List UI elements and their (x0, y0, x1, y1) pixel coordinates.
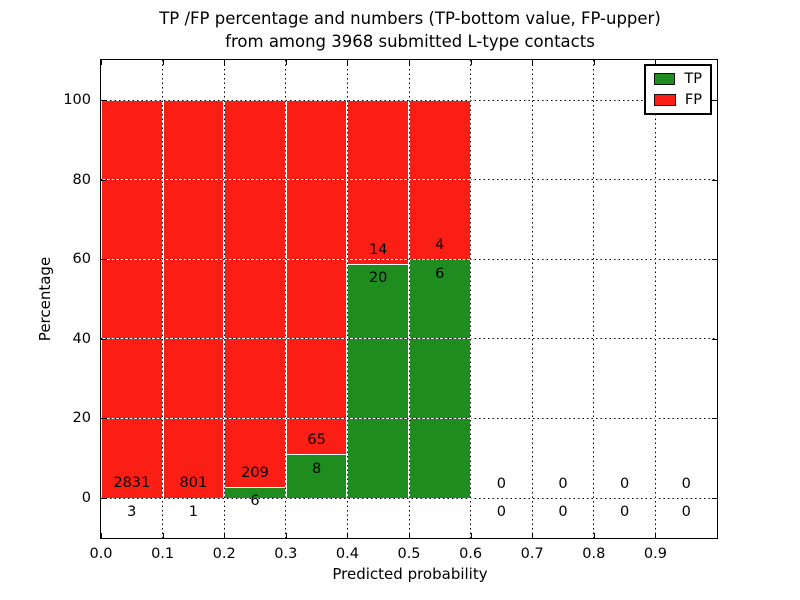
fp-count-label-9: 0 (681, 475, 691, 492)
tp-count-label-5: 6 (435, 265, 445, 282)
x-axis-label: Predicted probability (332, 565, 488, 583)
fp-count-label-7: 0 (558, 475, 568, 492)
x-tick-mark-top (224, 60, 226, 65)
gridline-x-0.3 (285, 60, 287, 538)
tp-count-label-0: 3 (127, 503, 137, 520)
gridline-x-0.2 (223, 60, 225, 538)
fp-count-label-6: 0 (496, 475, 507, 492)
tp-count-label-4: 20 (368, 270, 388, 287)
fp-count-label-0: 2831 (113, 475, 151, 492)
gridline-x-0.5 (408, 60, 410, 538)
tp-legend-swatch (654, 73, 676, 85)
y-axis-label: Percentage (36, 256, 54, 342)
x-tick-mark-top (532, 60, 534, 65)
tp-count-label-2: 6 (250, 493, 260, 510)
fp-bar-segment-3 (285, 100, 348, 455)
y-tick-mark-right (712, 498, 717, 499)
x-tick-mark-bottom (655, 533, 657, 538)
gridline-x-0.8 (593, 60, 595, 538)
x-tick-mark-top (101, 60, 102, 65)
y-tick-mark-left (101, 418, 106, 420)
x-tick-mark-bottom (409, 533, 410, 538)
x-tick-mark-top (593, 60, 595, 65)
y-tick-mark-left (101, 338, 106, 340)
y-tick-mark-right (712, 259, 717, 261)
x-tick-mark-bottom (470, 533, 472, 538)
fp-count-label-4: 14 (368, 241, 388, 258)
plot-area: TP FP 2831 3 801 1 209 6 65 8 14 20 4 6 0 0 0 0 0 0 0 0 0.0 0… (63, 59, 718, 562)
fp-legend-label: FP (684, 92, 702, 108)
legend: TP FP (644, 64, 712, 115)
fp-legend-swatch (654, 94, 676, 106)
fp-count-label-2: 209 (241, 464, 269, 481)
tp-count-label-9: 0 (681, 504, 691, 521)
y-tick-label: 0 (81, 490, 91, 506)
fp-bar-segment-4 (347, 100, 409, 264)
fp-count-label-1: 801 (179, 475, 208, 492)
x-tick-mark-top (285, 60, 287, 65)
fp-bar-segment-0 (101, 100, 163, 498)
y-tick-mark-right (712, 338, 717, 340)
legend-item-tp: TP (654, 72, 702, 86)
x-tick-label: 0.2 (212, 546, 236, 562)
x-tick-label: 0.8 (582, 546, 606, 562)
x-tick-mark-bottom (224, 533, 226, 538)
chart-title: TP /FP percentage and numbers (TP-bottom… (102, 7, 718, 53)
tp-bar-segment-4 (347, 263, 409, 498)
fp-bar-segment-2 (224, 100, 286, 487)
fp-bar-segment-1 (162, 100, 225, 498)
x-tick-mark-top (655, 60, 657, 65)
y-tick-mark-left (101, 100, 106, 101)
tp-legend-label: TP (684, 71, 702, 87)
x-tick-mark-bottom (101, 533, 102, 538)
tp-count-label-3: 8 (311, 460, 322, 477)
y-tick-label: 60 (72, 251, 91, 268)
y-tick-mark-right (712, 418, 717, 420)
gridline-x-0.4 (346, 60, 348, 538)
x-tick-mark-bottom (162, 533, 164, 538)
y-tick-label: 20 (72, 410, 91, 427)
x-tick-label: 0.7 (520, 546, 544, 562)
x-tick-label: 0.5 (397, 546, 421, 562)
tp-count-label-6: 0 (496, 504, 507, 521)
y-tick-mark-left (101, 259, 106, 261)
y-tick-label: 80 (72, 171, 91, 188)
y-tick-mark-right (712, 100, 717, 101)
tp-count-label-7: 0 (558, 504, 568, 521)
y-tick-mark-left (101, 179, 106, 181)
x-tick-mark-bottom (593, 533, 595, 538)
x-tick-mark-top (347, 60, 349, 65)
y-tick-label: 40 (72, 330, 91, 347)
tp-count-label-1: 1 (188, 503, 199, 520)
x-tick-label: 0.6 (459, 546, 483, 562)
fp-count-label-3: 65 (307, 432, 326, 449)
y-tick-label: 100 (63, 92, 91, 108)
gridline-x-0.7 (531, 60, 533, 538)
gridline-x-0.6 (470, 60, 472, 538)
x-tick-label: 0.1 (151, 546, 175, 562)
x-tick-label: 0.4 (335, 546, 359, 562)
x-tick-mark-top (470, 60, 472, 65)
x-tick-label: 0.0 (89, 546, 113, 562)
fp-count-label-8: 0 (619, 475, 630, 492)
y-tick-mark-right (712, 179, 717, 181)
x-tick-mark-bottom (347, 533, 349, 538)
fp-count-label-5: 4 (435, 236, 445, 253)
chart-title-line2: from among 3968 submitted L-type contact… (225, 32, 595, 51)
x-tick-mark-bottom (532, 533, 534, 538)
x-tick-mark-top (162, 60, 164, 65)
tp-count-label-8: 0 (619, 504, 630, 521)
y-tick-mark-left (101, 498, 106, 499)
legend-item-fp: FP (654, 93, 702, 107)
x-tick-label: 0.9 (643, 546, 667, 562)
gridline-x-0.1 (162, 60, 164, 538)
gridline-x-0.9 (654, 60, 656, 538)
x-tick-label: 0.3 (274, 546, 298, 562)
x-tick-mark-bottom (285, 533, 287, 538)
tp-bar-segment-5 (409, 259, 471, 498)
x-tick-mark-top (409, 60, 410, 65)
chart-title-line1: TP /FP percentage and numbers (TP-bottom… (159, 9, 661, 28)
